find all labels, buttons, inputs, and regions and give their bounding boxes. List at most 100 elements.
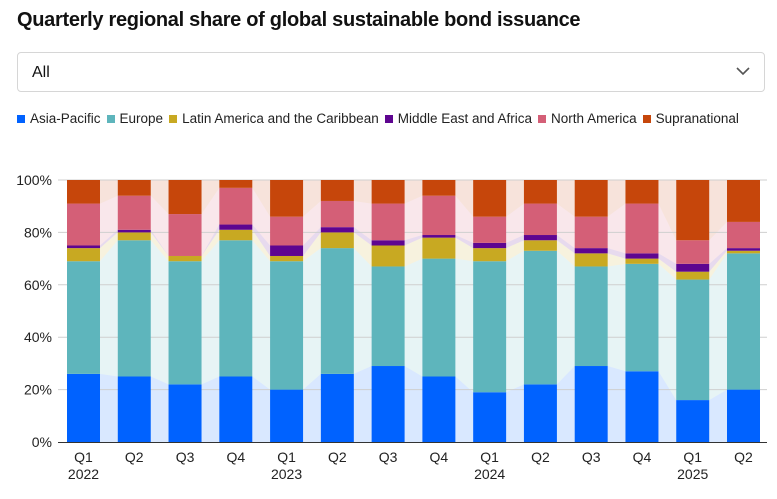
connector-band-europe — [252, 240, 271, 390]
bar-segment-latin-america-and-the-caribbean — [676, 271, 710, 280]
connector-band-north-america — [404, 195, 423, 241]
x-tick-label: Q1 — [277, 449, 296, 465]
bar-segment-asia-pacific — [67, 373, 100, 442]
legend-label: Europe — [119, 111, 164, 126]
connector-band-latin-america-and-the-caribbean — [303, 232, 321, 262]
connector-band-north-america — [455, 195, 474, 243]
legend-label: Asia-Pacific — [30, 111, 101, 126]
bar-segment-supranational — [574, 180, 608, 217]
bar-segment-europe — [168, 261, 202, 385]
chevron-down-icon — [736, 67, 750, 76]
connector-band-europe — [556, 250, 575, 385]
legend-item-north-america[interactable]: North America — [538, 108, 637, 130]
chart-title: Quarterly regional share of global susta… — [17, 9, 581, 31]
bar-segment-latin-america-and-the-caribbean — [219, 229, 253, 241]
connector-band-middle-east-and-africa — [506, 235, 524, 249]
connector-band-europe — [607, 263, 626, 372]
bar-segment-europe — [67, 261, 100, 374]
connector-band-middle-east-and-africa — [404, 235, 423, 246]
connector-band-asia-pacific — [100, 373, 118, 442]
connector-band-asia-pacific — [353, 366, 372, 442]
x-tick-year-label: 2022 — [68, 466, 99, 482]
legend-label: North America — [551, 111, 637, 126]
x-tick-label: Q1 — [74, 449, 93, 465]
legend-swatch — [106, 115, 115, 123]
bar-segment-north-america — [574, 216, 608, 249]
connector-band-supranational — [506, 180, 524, 217]
connector-band-middle-east-and-africa — [709, 248, 727, 272]
connector-band-supranational — [404, 180, 423, 204]
bar-segment-asia-pacific — [270, 389, 304, 442]
bar-segment-middle-east-and-africa — [574, 248, 608, 254]
y-tick-label: 60% — [24, 277, 52, 293]
bar-segment-asia-pacific — [168, 384, 202, 442]
bar-segment-asia-pacific — [422, 376, 456, 442]
bar-segment-latin-america-and-the-caribbean — [523, 240, 557, 251]
bar-segment-asia-pacific — [473, 392, 507, 442]
bar-segment-europe — [117, 240, 151, 377]
bar-segment-north-america — [168, 214, 202, 256]
y-tick-label: 0% — [32, 434, 52, 450]
connector-band-asia-pacific — [506, 384, 524, 442]
connector-band-latin-america-and-the-caribbean — [658, 258, 677, 280]
bar-segment-supranational — [473, 180, 507, 217]
bar-segment-asia-pacific — [727, 389, 760, 442]
x-tick-label: Q2 — [125, 449, 144, 465]
x-tick-label: Q3 — [582, 449, 601, 465]
bar-segment-middle-east-and-africa — [422, 235, 456, 238]
bar-segment-latin-america-and-the-caribbean — [168, 255, 202, 262]
bar-segment-europe — [219, 240, 253, 377]
bar-segment-supranational — [523, 180, 557, 204]
connector-band-north-america — [150, 195, 169, 256]
connector-band-latin-america-and-the-caribbean — [556, 240, 575, 267]
connector-band-middle-east-and-africa — [150, 229, 169, 256]
legend-swatch — [538, 115, 547, 123]
bar-segment-north-america — [270, 216, 304, 246]
connector-band-supranational — [201, 180, 220, 215]
connector-band-north-america — [556, 203, 575, 249]
connector-band-europe — [303, 248, 321, 390]
bar-segment-latin-america-and-the-caribbean — [574, 253, 608, 267]
legend-item-europe[interactable]: Europe — [106, 108, 164, 130]
bar-segment-asia-pacific — [625, 371, 659, 442]
y-tick-label: 20% — [24, 382, 52, 398]
connector-band-north-america — [607, 203, 626, 254]
connector-band-middle-east-and-africa — [353, 227, 372, 246]
legend-item-asia-pacific[interactable]: Asia-Pacific — [17, 108, 101, 130]
legend-item-middle-east-and-africa[interactable]: Middle East and Africa — [384, 108, 532, 130]
region-filter-dropdown[interactable]: All — [17, 52, 765, 92]
bar-segment-middle-east-and-africa — [523, 235, 557, 241]
bar-segment-middle-east-and-africa — [473, 242, 507, 249]
bar-segment-latin-america-and-the-caribbean — [67, 248, 100, 262]
bar-segment-asia-pacific — [320, 373, 354, 442]
y-tick-label: 80% — [24, 224, 52, 240]
connector-band-latin-america-and-the-caribbean — [201, 229, 220, 262]
bar-segment-north-america — [625, 203, 659, 254]
connector-band-supranational — [709, 180, 727, 241]
connector-band-supranational — [252, 180, 271, 217]
bar-segment-north-america — [422, 195, 456, 236]
connector-band-supranational — [100, 180, 118, 204]
bar-segment-middle-east-and-africa — [371, 240, 405, 246]
connector-band-middle-east-and-africa — [100, 229, 118, 249]
bar-segment-latin-america-and-the-caribbean — [727, 250, 760, 254]
connector-band-latin-america-and-the-caribbean — [404, 237, 423, 267]
connector-band-middle-east-and-africa — [658, 253, 677, 272]
bar-segment-supranational — [270, 180, 304, 217]
bar-segment-north-america — [523, 203, 557, 236]
connector-band-asia-pacific — [556, 366, 575, 442]
legend-item-supranational[interactable]: Supranational — [642, 108, 739, 130]
bar-segment-middle-east-and-africa — [320, 227, 354, 233]
connector-band-asia-pacific — [455, 376, 474, 442]
bar-segment-europe — [320, 248, 354, 374]
connector-band-europe — [353, 248, 372, 374]
x-tick-label: Q2 — [531, 449, 550, 465]
connector-band-europe — [201, 240, 220, 385]
connector-band-latin-america-and-the-caribbean — [252, 229, 271, 262]
bar-segment-supranational — [219, 180, 253, 188]
legend-item-latin-america-and-the-caribbean[interactable]: Latin America and the Caribbean — [169, 108, 379, 130]
legend-swatch — [17, 115, 25, 123]
bar-segment-latin-america-and-the-caribbean — [473, 248, 507, 262]
connector-band-middle-east-and-africa — [303, 227, 321, 256]
bar-segment-europe — [473, 261, 507, 393]
